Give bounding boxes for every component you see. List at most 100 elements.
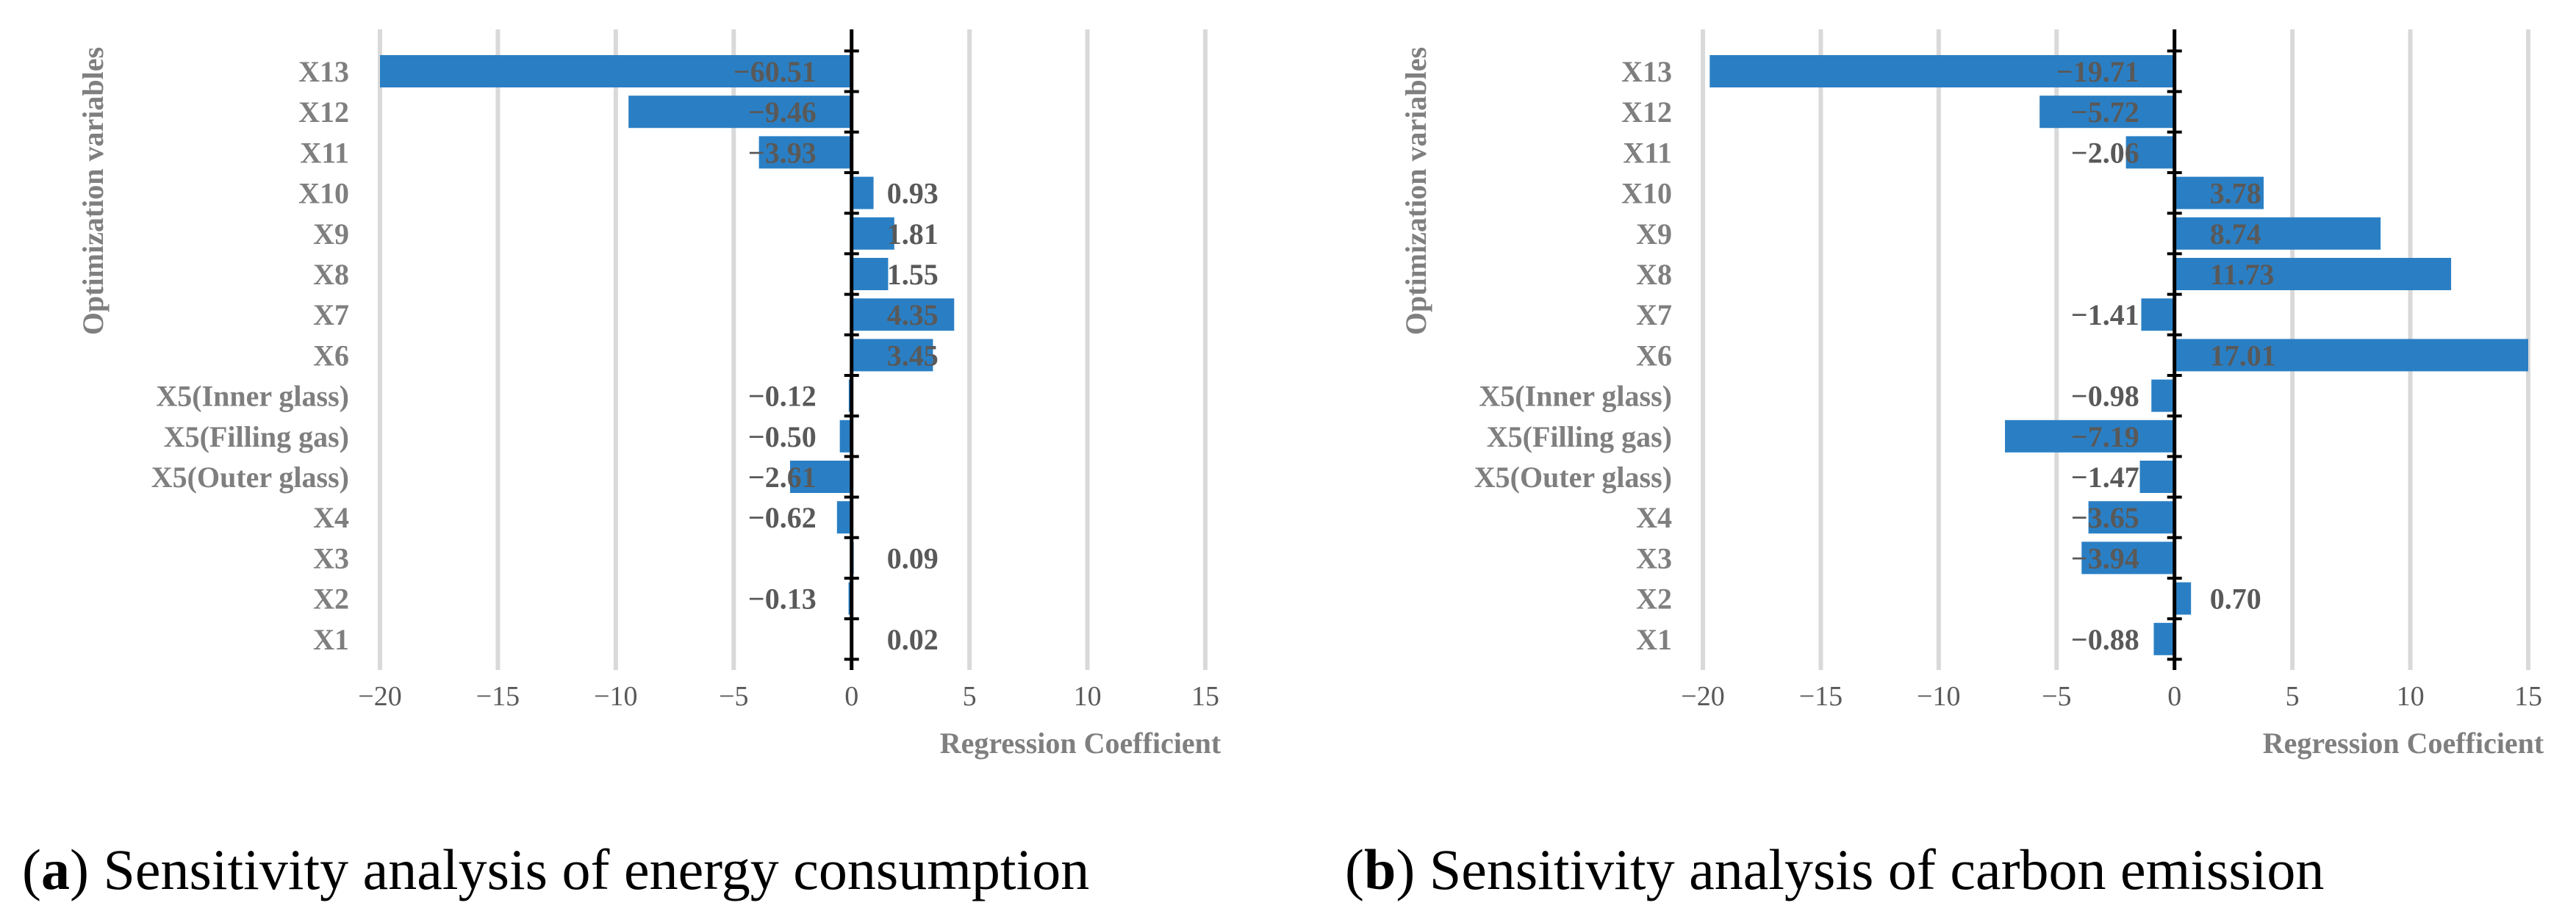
category-label: X4 <box>313 501 349 534</box>
bar-x13 <box>1709 55 2175 87</box>
data-label: 4.35 <box>887 298 939 331</box>
category-label: X7 <box>313 298 349 331</box>
bar-x11 <box>758 136 852 169</box>
data-label: 17.01 <box>2210 339 2276 372</box>
category-label: X5(Inner glass) <box>1479 380 1672 413</box>
x-axis-title: Regression Coefficient <box>940 727 1221 760</box>
bar-x5-filling-gas- <box>2005 420 2175 453</box>
x-tick-label: −15 <box>1799 681 1843 712</box>
x-tick-label: 15 <box>1191 681 1219 712</box>
category-label: X5(Filling gas) <box>1487 420 1672 453</box>
category-label: X13 <box>298 55 349 88</box>
bar-x5-outer-glass- <box>789 461 852 493</box>
x-tick-label: 0 <box>2167 681 2181 712</box>
bar-x7 <box>851 298 955 331</box>
data-label: 1.81 <box>887 217 939 251</box>
category-label: X10 <box>298 177 349 210</box>
category-label: X8 <box>1636 258 1672 291</box>
category-label: X10 <box>1621 177 1672 210</box>
data-label: −7.19 <box>2071 420 2139 453</box>
x-tick-label: −20 <box>358 681 401 712</box>
y-axis-title: Optimization variables <box>1399 47 1432 335</box>
bar-x9 <box>851 217 894 250</box>
category-label: X11 <box>300 136 349 169</box>
x-tick-label: 5 <box>2286 681 2300 712</box>
category-label: X9 <box>1636 217 1672 251</box>
data-label: −60.51 <box>733 55 817 88</box>
data-label: −2.06 <box>2071 136 2139 169</box>
bar-x11 <box>2125 136 2175 169</box>
bar-x5-outer-glass- <box>2139 461 2175 493</box>
x-tick-label: 5 <box>963 681 977 712</box>
data-label: −0.98 <box>2071 380 2139 413</box>
bar-x4 <box>836 501 852 534</box>
category-label: X11 <box>1623 136 1672 169</box>
data-label: −5.72 <box>2071 96 2139 129</box>
x-tick-label: 15 <box>2514 681 2542 712</box>
data-label: −0.50 <box>748 420 817 453</box>
data-label: −0.88 <box>2071 623 2139 656</box>
x-tick-label: −15 <box>476 681 520 712</box>
data-label: −0.12 <box>748 380 817 413</box>
category-label: X13 <box>1621 55 1672 88</box>
data-label: 0.09 <box>887 541 939 575</box>
caption-a-text: Sensitivity analysis of energy consumpti… <box>89 838 1089 901</box>
bar-x10 <box>851 176 874 209</box>
data-label: −3.65 <box>2071 501 2139 534</box>
category-label: X5(Filling gas) <box>164 420 349 453</box>
bar-x8 <box>851 258 889 290</box>
x-tick-label: −5 <box>719 681 748 712</box>
data-label: 11.73 <box>2210 258 2275 291</box>
caption-b-text: Sensitivity analysis of carbon emission <box>1415 838 2324 901</box>
data-label: −19.71 <box>2056 55 2139 88</box>
category-label: X3 <box>1636 541 1672 575</box>
data-label: 3.78 <box>2210 177 2261 210</box>
category-label: X5(Outer glass) <box>1474 461 1672 494</box>
data-label: 0.02 <box>887 623 939 656</box>
data-label: 8.74 <box>2210 217 2261 251</box>
bar-x12 <box>2039 96 2175 129</box>
data-label: −0.62 <box>748 501 817 534</box>
y-axis-title: Optimization variables <box>76 47 110 335</box>
caption-a: (a) Sensitivity analysis of energy consu… <box>22 838 1089 901</box>
data-label: 0.93 <box>887 177 939 210</box>
caption-b-letter: b <box>1364 838 1396 901</box>
category-label: X2 <box>1636 583 1672 616</box>
bar-x2 <box>2174 582 2192 615</box>
bar-x9 <box>2174 217 2381 250</box>
category-label: X5(Inner glass) <box>156 380 349 413</box>
category-label: X8 <box>313 258 349 291</box>
category-label: X9 <box>313 217 349 251</box>
bar-x13 <box>380 55 852 87</box>
category-label: X3 <box>313 541 349 575</box>
data-label: −1.47 <box>2071 461 2139 494</box>
x-tick-label: −10 <box>1917 681 1960 712</box>
category-label: X12 <box>298 96 349 129</box>
x-tick-label: 10 <box>1074 681 1102 712</box>
bar-x8 <box>2174 258 2452 290</box>
x-tick-label: 0 <box>844 681 858 712</box>
data-label: 3.45 <box>887 339 939 372</box>
data-label: −3.94 <box>2071 541 2139 575</box>
category-label: X6 <box>313 339 349 372</box>
bar-x6 <box>851 339 933 372</box>
data-label: −9.46 <box>748 96 817 129</box>
caption-b: (b) Sensitivity analysis of carbon emiss… <box>1345 838 2324 901</box>
bar-x6 <box>2174 339 2528 372</box>
category-label: X7 <box>1636 298 1672 331</box>
bar-x4 <box>2088 501 2175 534</box>
data-label: −1.41 <box>2071 298 2139 331</box>
caption-a-letter: a <box>41 838 70 901</box>
bar-x3 <box>2081 541 2175 575</box>
data-label: −3.93 <box>748 136 817 169</box>
x-tick-label: −5 <box>2042 681 2071 712</box>
data-label: 0.70 <box>2210 583 2261 616</box>
category-label: X1 <box>1636 623 1672 656</box>
category-label: X4 <box>1636 501 1672 534</box>
category-label: X2 <box>313 583 349 616</box>
x-axis-title: Regression Coefficient <box>2263 727 2544 760</box>
category-label: X1 <box>313 623 349 656</box>
category-label: X12 <box>1621 96 1672 129</box>
